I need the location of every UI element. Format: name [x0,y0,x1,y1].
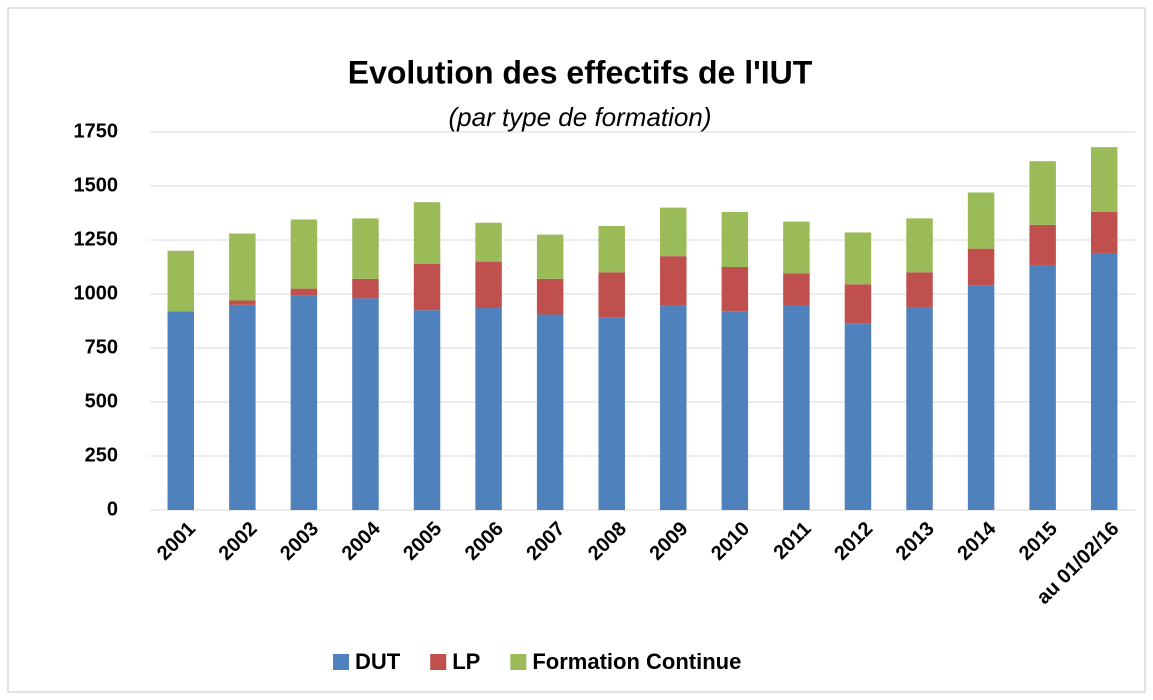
y-tick-label: 250 [85,444,118,466]
bar-segment [475,222,502,262]
bar-segment [1029,224,1056,266]
bar-segment [1090,252,1118,510]
legend-swatch [430,654,447,670]
y-tick-label: 1000 [74,282,119,304]
bar-segment [352,298,379,510]
bar-segment [167,250,195,312]
bar-segment [967,285,995,510]
bar-segment [967,192,995,249]
bar-segment [598,272,625,318]
bar-segment [413,202,441,264]
bar-segment [906,218,933,273]
bar-segment [844,232,872,285]
bar-segment [352,278,379,299]
bar-segment [413,310,441,510]
legend-swatch [333,654,349,670]
bar-segment [229,233,256,301]
bar-segment [1029,161,1056,225]
bar-segment [290,288,318,296]
bar-segment [598,225,625,273]
bar-segment [413,263,441,311]
bar-segment [660,305,687,510]
bar-segment [1090,147,1118,212]
bar-segment [660,256,687,306]
chart-title: Evolution des effectifs de l'IUT [348,54,813,90]
bar-segment [229,300,256,305]
bar-segment [783,305,810,510]
bar-segment [1029,265,1056,510]
bar-segment [352,218,379,279]
bar-segment [906,272,933,307]
chart-subtitle: (par type de formation) [448,102,711,132]
legend-label: LP [452,649,480,674]
bar-segment [721,311,749,510]
bar-segment [967,248,995,286]
y-tick-label: 1500 [74,174,119,196]
bar-segment [475,261,502,309]
bar-segment [167,311,195,510]
y-tick-label: 1250 [74,228,119,250]
bar-segment [475,308,502,510]
bar-segment [536,234,564,279]
bar-segment [290,219,318,289]
chart-frame [7,7,1146,693]
legend-swatch [510,654,527,670]
bar-segment [660,207,687,257]
bar-segment [536,314,564,510]
bar-segment [721,267,749,312]
bar-segment [290,295,318,510]
y-tick-label: 500 [85,390,118,412]
bar-segment [536,278,564,315]
bar-segment [1090,211,1118,253]
bar-segment [783,221,810,274]
bar-segment [721,211,749,267]
y-tick-label: 1750 [74,120,119,142]
bar-segment [598,317,625,510]
legend-label: Formation Continue [532,649,741,674]
bar-segment [229,304,256,510]
bar-segment [844,323,872,510]
bar-segment [783,273,810,306]
y-tick-label: 0 [107,498,118,520]
bar-segment [906,306,933,510]
bar-segment [844,284,872,324]
legend-label: DUT [355,649,401,674]
y-tick-label: 750 [85,336,118,358]
